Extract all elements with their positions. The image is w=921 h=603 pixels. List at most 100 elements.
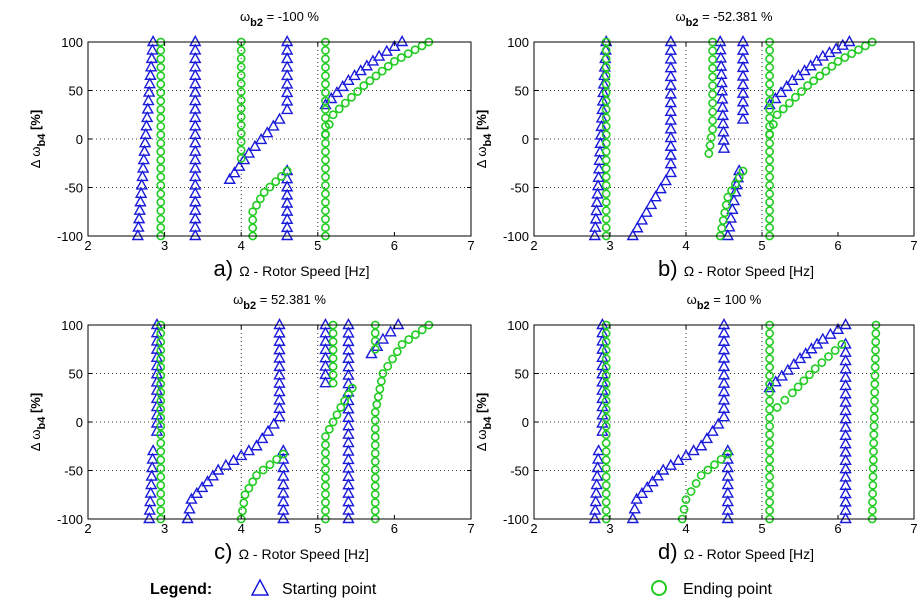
data-point-triangle bbox=[804, 59, 817, 71]
x-tick-label: 3 bbox=[606, 521, 613, 536]
data-point-circle bbox=[328, 345, 338, 355]
data-point-triangle bbox=[816, 332, 829, 344]
data-point-circle bbox=[765, 79, 774, 89]
panel-title: ωb2 = 100 % bbox=[687, 292, 762, 312]
data-point-circle bbox=[840, 53, 850, 62]
data-point-triangle bbox=[261, 424, 275, 436]
data-point-circle bbox=[332, 410, 342, 420]
data-point-circle bbox=[723, 192, 733, 202]
data-point-circle bbox=[321, 46, 330, 55]
y-tick-label: 100 bbox=[61, 35, 83, 50]
data-point-circle bbox=[601, 54, 611, 64]
data-point-circle bbox=[710, 460, 719, 470]
data-point-circle bbox=[708, 89, 717, 99]
data-point-circle bbox=[236, 87, 246, 97]
data-point-triangle bbox=[724, 211, 738, 223]
y-tick-label: 0 bbox=[76, 132, 83, 147]
data-point-circle bbox=[765, 180, 774, 190]
data-point-triangle bbox=[395, 35, 409, 47]
y-tick-label: 0 bbox=[522, 132, 529, 147]
y-tick-label: 50 bbox=[69, 84, 83, 99]
panel-title: ωb2 = -52.381 % bbox=[675, 9, 773, 29]
data-point-circle bbox=[370, 498, 380, 507]
data-point-circle bbox=[365, 76, 375, 86]
data-point-triangle bbox=[700, 432, 714, 444]
data-point-circle bbox=[321, 197, 330, 207]
data-point-triangle bbox=[181, 512, 194, 524]
ending-point-series bbox=[601, 37, 877, 241]
data-point-circle bbox=[340, 396, 350, 406]
x-tick-label: 6 bbox=[834, 521, 841, 536]
data-point-circle bbox=[869, 430, 879, 440]
data-point-circle bbox=[156, 121, 166, 131]
data-point-circle bbox=[258, 465, 268, 475]
data-point-circle bbox=[868, 497, 877, 507]
data-point-circle bbox=[817, 358, 827, 367]
data-point-circle bbox=[765, 371, 774, 381]
data-point-circle bbox=[248, 215, 258, 225]
data-point-circle bbox=[765, 354, 774, 364]
x-axis-label: c) Ω - Rotor Speed [Hz] bbox=[214, 539, 369, 564]
y-axis-label: Δ ωb4 [%] bbox=[28, 393, 48, 451]
data-point-circle bbox=[788, 388, 797, 398]
data-point-circle bbox=[778, 104, 788, 114]
data-point-circle bbox=[236, 112, 246, 122]
data-point-circle bbox=[601, 223, 611, 232]
data-point-circle bbox=[601, 88, 611, 98]
chart-panel-3: 2 3 4 5 6 7 -100 -50 0 50 100 ωb2 = 52.381 % Δ ωb4 [… bbox=[28, 292, 475, 564]
data-point-circle bbox=[765, 463, 774, 473]
data-point-triangle bbox=[366, 54, 380, 66]
data-point-triangle bbox=[189, 229, 202, 241]
data-point-circle bbox=[321, 180, 330, 190]
y-axis-label: Δ ωb4 [%] bbox=[474, 393, 494, 451]
data-point-circle bbox=[721, 200, 731, 210]
x-tick-label: 6 bbox=[391, 238, 398, 253]
x-tick-label: 7 bbox=[467, 521, 474, 536]
data-point-circle bbox=[334, 104, 344, 114]
legend-starting-label: Starting point bbox=[282, 581, 377, 598]
data-point-triangle bbox=[717, 141, 731, 153]
data-point-circle bbox=[601, 130, 611, 140]
data-point-triangle bbox=[254, 133, 268, 145]
data-point-circle bbox=[765, 329, 774, 338]
data-point-circle bbox=[772, 403, 782, 412]
data-point-circle bbox=[321, 96, 330, 106]
data-point-circle bbox=[328, 370, 338, 380]
x-tick-label: 6 bbox=[834, 238, 841, 253]
y-axis-label: Δ ωb4 [%] bbox=[28, 110, 48, 168]
legend-title: Legend: bbox=[150, 581, 212, 598]
data-point-circle bbox=[734, 173, 744, 182]
starting-point-series bbox=[131, 35, 409, 241]
data-point-circle bbox=[321, 164, 330, 173]
x-tick-label: 5 bbox=[314, 521, 321, 536]
x-tick-label: 4 bbox=[682, 521, 689, 536]
data-point-circle bbox=[370, 416, 380, 425]
data-point-circle bbox=[328, 417, 338, 427]
data-point-triangle bbox=[635, 486, 649, 498]
data-point-circle bbox=[686, 487, 696, 496]
data-point-triangle bbox=[843, 35, 856, 47]
data-point-circle bbox=[601, 506, 611, 515]
data-point-circle bbox=[723, 449, 733, 459]
data-point-triangle bbox=[267, 417, 280, 429]
data-point-circle bbox=[321, 129, 330, 139]
data-point-triangle bbox=[839, 512, 852, 524]
data-point-triangle bbox=[233, 159, 246, 171]
data-point-circle bbox=[868, 463, 878, 473]
data-point-circle bbox=[372, 400, 382, 409]
data-point-circle bbox=[321, 79, 330, 89]
data-point-circle bbox=[765, 472, 774, 482]
data-point-circle bbox=[601, 206, 611, 216]
data-point-circle bbox=[321, 206, 330, 216]
data-point-circle bbox=[765, 497, 774, 507]
data-point-circle bbox=[259, 187, 269, 197]
y-tick-label: -50 bbox=[510, 181, 529, 196]
data-point-triangle bbox=[712, 417, 725, 429]
data-point-circle bbox=[601, 113, 611, 123]
data-point-circle bbox=[344, 390, 353, 399]
data-point-circle bbox=[765, 138, 774, 148]
data-point-triangle bbox=[185, 492, 198, 504]
data-point-circle bbox=[156, 62, 166, 72]
data-point-circle bbox=[601, 189, 611, 199]
data-point-circle bbox=[601, 147, 611, 157]
